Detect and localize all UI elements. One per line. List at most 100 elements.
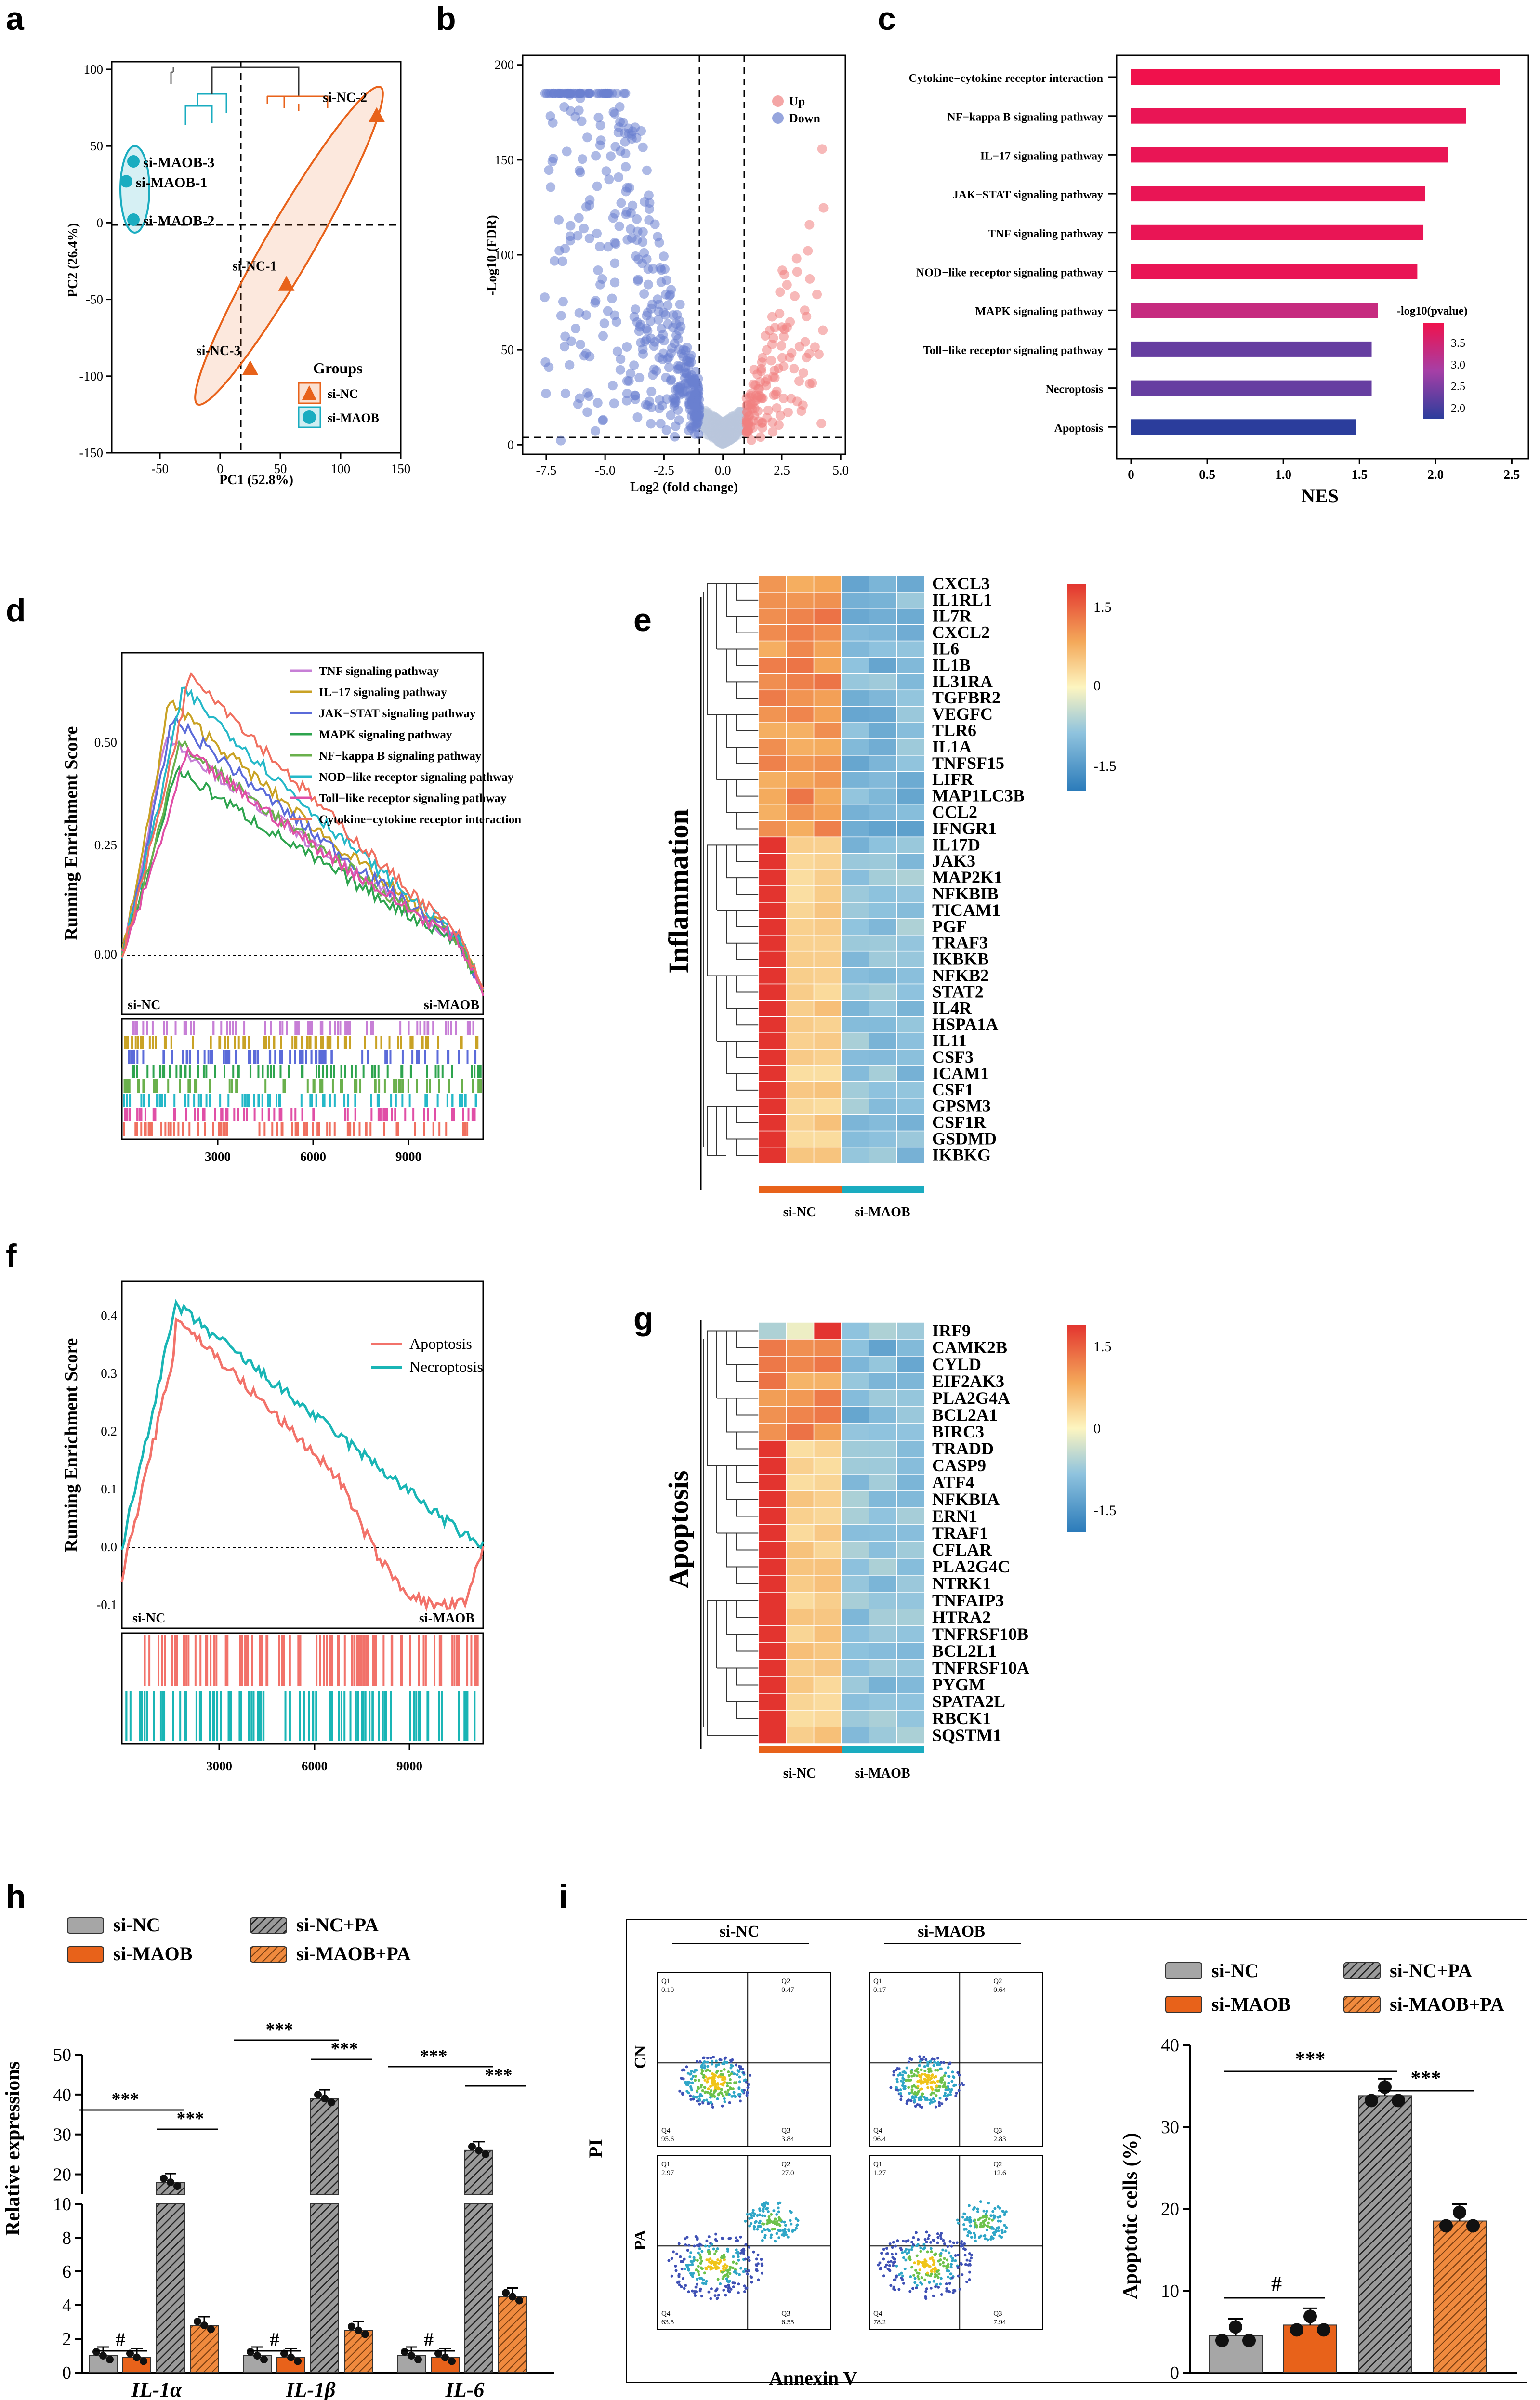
expr-dot	[173, 2182, 181, 2190]
expr-dot	[253, 2352, 261, 2360]
flow-event	[925, 2230, 928, 2234]
heatmap-e-cell	[758, 1016, 787, 1033]
flow-event	[912, 2096, 916, 2099]
heatmap-e-cell	[869, 820, 897, 838]
flow-event	[696, 2282, 699, 2286]
flow-event	[714, 2065, 718, 2068]
flow-event	[878, 2261, 882, 2265]
heatmap-e-cell	[841, 592, 869, 609]
flow-event	[936, 2069, 939, 2072]
flow-event	[943, 2083, 946, 2086]
heatmap-e-gene-label: ICAM1	[932, 1064, 989, 1083]
volcano-point-up	[768, 427, 778, 437]
flow-event	[726, 2084, 729, 2088]
flow-event	[690, 2070, 693, 2073]
heatmap-e-cell	[758, 624, 787, 642]
heatmap-e-cell	[896, 592, 925, 609]
flow-event	[949, 2255, 953, 2258]
flow-event	[936, 2057, 940, 2060]
heatmap-g-cell	[786, 1389, 815, 1407]
heatmap-e-cell	[813, 624, 842, 642]
flow-event	[917, 2277, 921, 2281]
heatmap-e-cell	[813, 1049, 842, 1066]
heatmap-g-gene-label: TRADD	[932, 1439, 994, 1458]
heatmap-g-cell	[896, 1440, 925, 1458]
heatmap-e-cell	[786, 640, 815, 658]
volcano-point-down	[612, 346, 622, 356]
flow-event	[687, 2268, 690, 2272]
heatmap-g-cell	[896, 1693, 925, 1711]
heatmap-g-cell	[786, 1625, 815, 1643]
heatmap-e-gene-label: CSF3	[932, 1047, 974, 1067]
flow-event	[695, 2069, 698, 2072]
flow-event	[913, 2092, 917, 2096]
volcano-point-down	[548, 154, 558, 164]
flow-event	[715, 2239, 719, 2242]
heatmap-e-gene-label: TNFSF15	[932, 753, 1004, 773]
flow-event	[712, 2260, 715, 2264]
flow-event	[704, 2266, 708, 2269]
heatmap-e-cell	[896, 722, 925, 739]
volcano-point-down	[675, 299, 685, 309]
heatmap-g-cell	[896, 1625, 925, 1643]
heatmap-g-cell	[896, 1710, 925, 1727]
heatmap-e-cell	[869, 640, 897, 658]
flow-event	[932, 2268, 935, 2271]
volcano-point-down	[671, 421, 681, 431]
volcano-point-down	[644, 190, 654, 200]
expr-dot	[355, 2326, 362, 2334]
flow-plot-frame	[657, 2155, 831, 2330]
volcano-point-down	[638, 237, 648, 247]
volcano-point-down	[544, 165, 554, 175]
volcano-point-up	[778, 331, 789, 342]
heatmap-g-cell	[869, 1659, 897, 1677]
flow-event-upper	[997, 2226, 1000, 2229]
flow-event	[932, 2064, 935, 2067]
flow-q2-tag: Q2	[781, 1978, 790, 1985]
heatmap-g-cell	[869, 1339, 897, 1357]
flow-event	[732, 2285, 735, 2289]
volcano-point-ns	[723, 435, 733, 446]
volcano-point-down	[575, 167, 585, 177]
heatmap-e-cell	[786, 1098, 815, 1115]
heatmap-e-cell	[869, 853, 897, 870]
flow-event	[930, 2077, 933, 2080]
heatmap-e-cell	[786, 1049, 815, 1066]
heatmap-e-cell	[758, 673, 787, 691]
heatmap-g-cell	[813, 1490, 842, 1508]
flow-q4-value: 95.6	[661, 2136, 674, 2143]
volcano-point-up	[773, 363, 783, 373]
legend-maob-label: si-MAOB	[328, 411, 379, 425]
expr-ytick-label: 0	[62, 2363, 71, 2383]
volcano-point-up	[777, 353, 787, 363]
volcano-point-down	[647, 299, 658, 309]
heatmap-g-cell	[841, 1693, 869, 1711]
heatmap-e-cell	[896, 902, 925, 919]
flow-event	[704, 2244, 707, 2248]
flow-event	[942, 2264, 946, 2268]
expr-bar	[464, 2203, 493, 2373]
volcano-point-down	[674, 316, 684, 326]
heatmap-e-cell	[758, 722, 787, 739]
flow-event	[924, 2297, 928, 2300]
flow-event	[687, 2290, 690, 2294]
expr-category-label: IL-6	[445, 2378, 485, 2400]
flow-event	[918, 2268, 921, 2272]
gsea-d-rug-frame	[121, 1018, 484, 1140]
heatmap-g-cell	[758, 1507, 787, 1525]
volcano-point-down	[638, 142, 648, 152]
volcano-point-down	[690, 402, 700, 412]
heatmap-e-cell	[813, 902, 842, 919]
volcano-point-down	[565, 360, 575, 370]
flow-event-upper	[987, 2202, 990, 2205]
flow-event	[919, 2074, 922, 2078]
heatmap-e-cell	[896, 820, 925, 838]
volcano-point-down	[658, 330, 668, 340]
flow-event	[738, 2093, 742, 2096]
flow-event	[735, 2081, 738, 2084]
heatmap-e-gene-label: IL1B	[932, 655, 971, 674]
heatmap-e-cb-mid: 0	[1093, 678, 1101, 694]
flow-event	[716, 2083, 720, 2086]
flow-event	[964, 2263, 967, 2266]
